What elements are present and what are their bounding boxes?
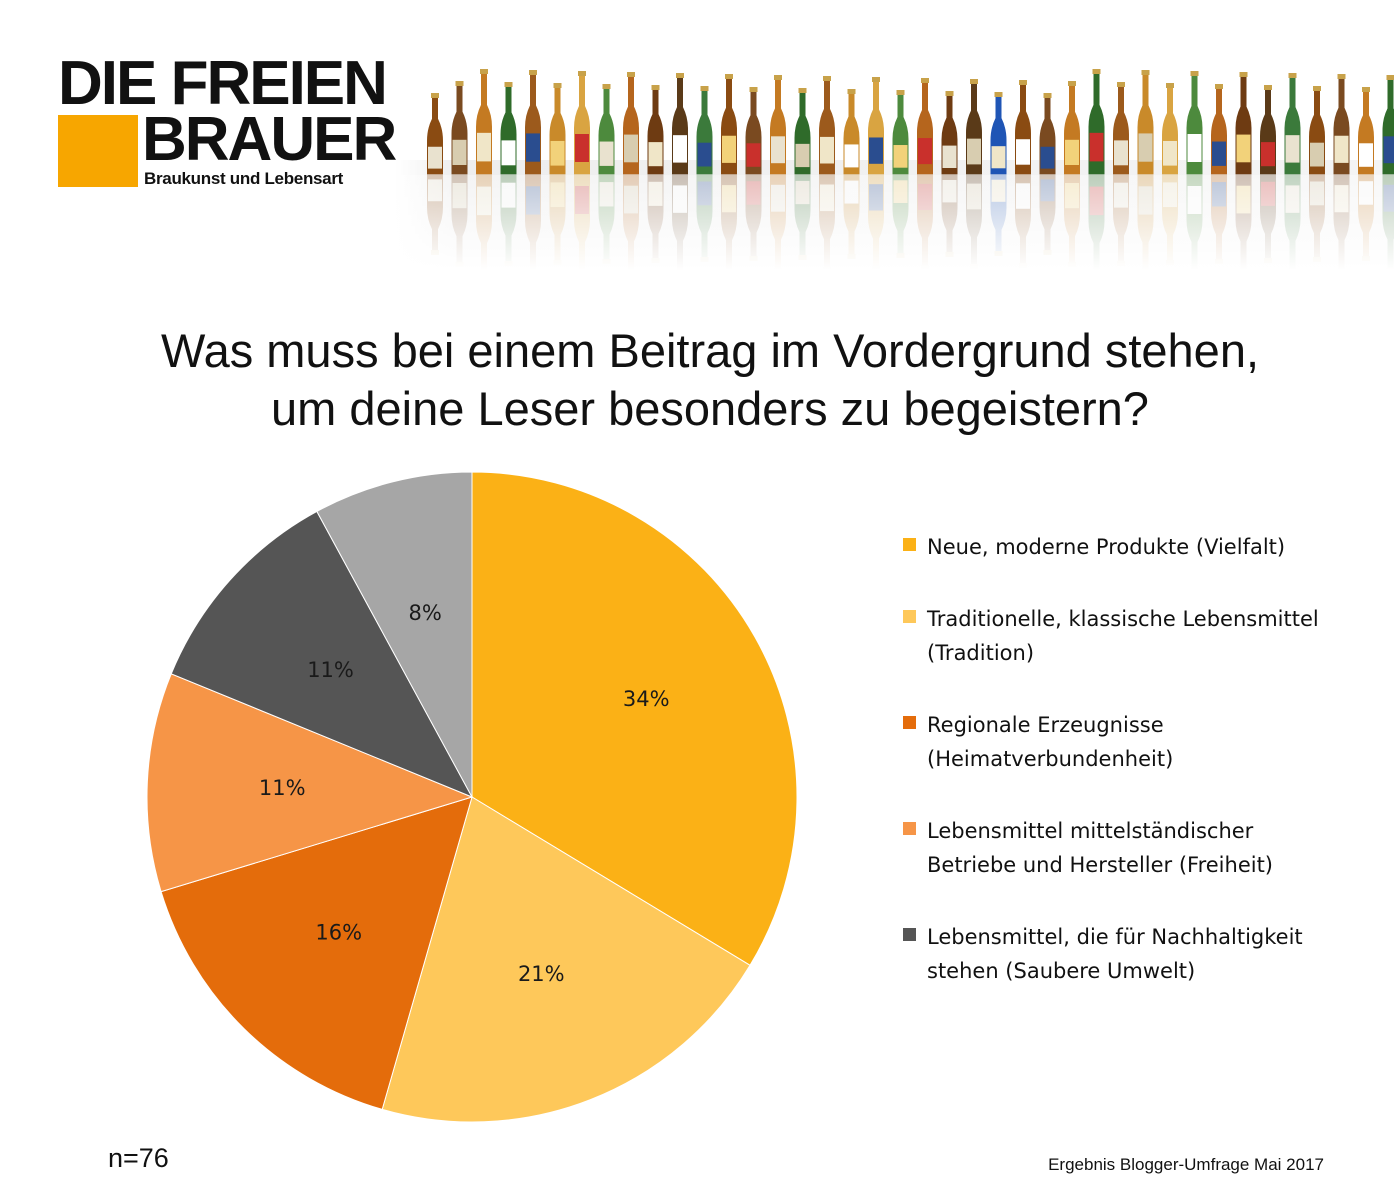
pie-slice-label: 16%	[315, 920, 362, 944]
legend-swatch	[903, 538, 916, 551]
pie-slice	[316, 471, 473, 798]
chart-title-line-2: um deine Leser besonders zu begeistern?	[271, 382, 1149, 435]
legend-label: Lebensmittel, die für Nachhaltigkeit ste…	[927, 925, 1303, 983]
pie-slice-label: 11%	[259, 776, 306, 800]
legend-label: Regionale Erzeugnisse (Heimatverbundenhe…	[927, 713, 1174, 771]
chart-title: Was muss bei einem Beitrag im Vordergrun…	[60, 322, 1360, 438]
legend-item: Traditionelle, klassische Lebensmittel (…	[903, 602, 1373, 670]
legend-item: Lebensmittel, die für Nachhaltigkeit ste…	[903, 920, 1373, 988]
pie-slice-label: 34%	[623, 687, 670, 711]
legend-swatch	[903, 610, 916, 623]
logo-accent-square	[58, 115, 138, 187]
legend-item: Lebensmittel mittelständischer Betriebe …	[903, 814, 1373, 882]
logo-tagline: Braukunst und Lebensart	[144, 169, 344, 188]
pie-slice-label: 8%	[409, 601, 442, 625]
legend-swatch	[903, 928, 916, 941]
pie-slice	[170, 510, 474, 798]
pie-slice-label: 21%	[518, 962, 565, 986]
chart-legend: Neue, moderne Produkte (Vielfalt) Tradit…	[903, 530, 1373, 1026]
sample-size: n=76	[108, 1143, 169, 1173]
logo-line-1: DIE FREIEN	[58, 49, 388, 118]
legend-label: Neue, moderne Produkte (Vielfalt)	[927, 535, 1286, 559]
legend-label: Lebensmittel mittelständischer Betriebe …	[927, 819, 1273, 877]
source-note: Ergebnis Blogger-Umfrage Mai 2017	[1048, 1155, 1324, 1174]
pie-slice-label: 11%	[307, 658, 354, 682]
beer-bottles-banner	[395, 69, 1394, 270]
legend-label: Traditionelle, klassische Lebensmittel (…	[927, 607, 1319, 665]
pie-slice	[160, 796, 473, 1110]
brand-logo: DIE FREIEN BRAUER Braukunst und Lebensar…	[58, 49, 398, 190]
chart-title-line-1: Was muss bei einem Beitrag im Vordergrun…	[160, 324, 1260, 377]
legend-item: Regionale Erzeugnisse (Heimatverbundenhe…	[903, 708, 1373, 776]
legend-item: Neue, moderne Produkte (Vielfalt)	[903, 530, 1373, 564]
pie-slice	[146, 673, 474, 893]
legend-swatch	[903, 716, 916, 729]
logo-line-2: BRAUER	[142, 105, 397, 174]
pie-slice	[381, 796, 751, 1123]
legend-swatch	[903, 822, 916, 835]
pie-slice	[471, 471, 798, 966]
